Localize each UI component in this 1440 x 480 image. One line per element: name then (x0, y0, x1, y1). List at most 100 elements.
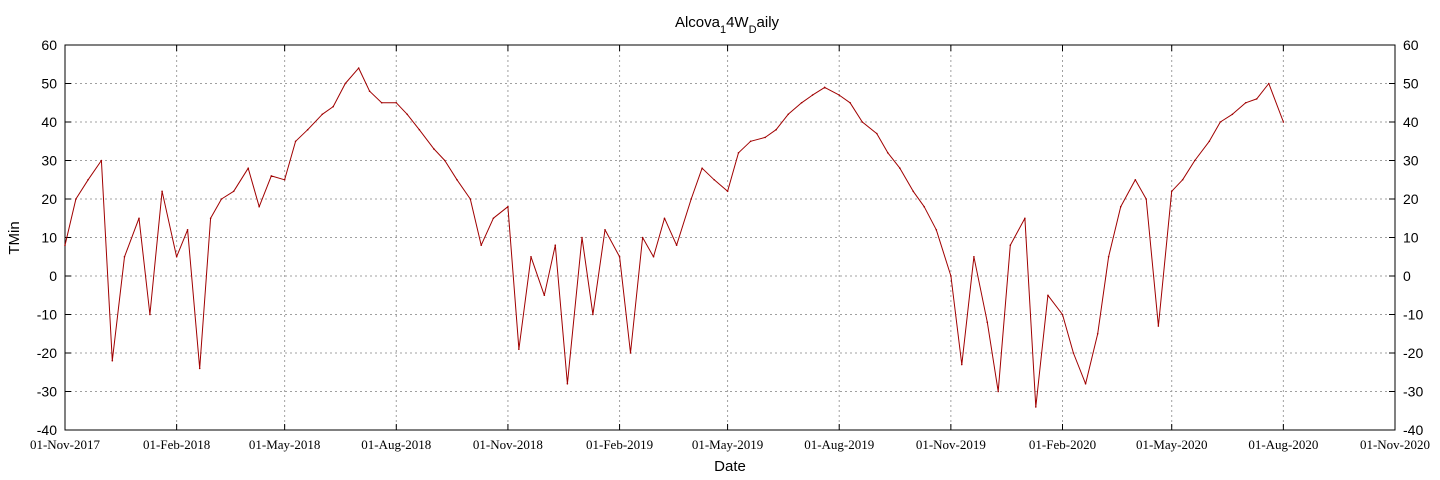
series-line (64, 67, 1284, 408)
x-tick-label: 01-Nov-2018 (473, 437, 543, 452)
data-point (652, 255, 655, 258)
x-tick-label: 01-May-2020 (1136, 437, 1208, 452)
x-tick-label: 01-Aug-2018 (361, 437, 431, 452)
data-point (629, 352, 632, 354)
data-point (433, 148, 435, 150)
data-point (960, 363, 963, 366)
chart-title: Alcova14WDaily (675, 14, 780, 36)
data-point (530, 255, 532, 258)
y-tick-label-right: -40 (1403, 422, 1423, 438)
data-point (1244, 101, 1247, 104)
data-point (690, 198, 692, 200)
data-point (258, 205, 260, 208)
data-point (1208, 140, 1211, 143)
data-point (247, 167, 250, 169)
data-point (232, 190, 235, 193)
data-point (1231, 113, 1234, 116)
data-point (480, 244, 483, 246)
data-point (321, 113, 324, 116)
data-point (800, 101, 803, 104)
data-point (1181, 178, 1184, 181)
data-point (418, 128, 421, 131)
x-tick-label: 01-Aug-2020 (1248, 437, 1318, 452)
data-point (1255, 98, 1258, 100)
data-point (923, 205, 925, 208)
data-point (406, 113, 409, 116)
data-point (186, 229, 189, 231)
y-tick-label-right: 30 (1403, 153, 1419, 169)
y-tick-label-left: -20 (37, 345, 57, 361)
data-point (764, 136, 766, 139)
data-point (554, 244, 557, 246)
data-point (663, 217, 666, 220)
grid-lines (65, 45, 1395, 430)
data-point (950, 275, 952, 277)
data-point (469, 198, 472, 200)
data-point (1096, 332, 1099, 335)
y-tick-label-left: 0 (49, 268, 57, 284)
x-tick-label: 01-May-2019 (692, 437, 764, 452)
y-tick-label-left: 50 (41, 76, 57, 92)
data-point (1170, 190, 1173, 193)
data-point (713, 178, 716, 181)
y-tick-label-right: 50 (1403, 76, 1419, 92)
data-point (935, 229, 938, 231)
data-point (618, 255, 621, 258)
data-point (518, 348, 520, 350)
data-point (726, 190, 729, 193)
data-point (737, 152, 740, 154)
data-point (283, 178, 286, 181)
x-tick-label: 01-May-2018 (249, 437, 321, 452)
data-point (701, 167, 703, 169)
x-tick-label: 01-Nov-2019 (916, 437, 986, 452)
data-point (1107, 255, 1110, 258)
y-tick-label-left: -40 (37, 422, 57, 438)
data-point (543, 294, 546, 297)
y-tick-label-right: -20 (1403, 345, 1423, 361)
data-point (100, 159, 103, 162)
axis-ticks: -40 -40 -30 -30 -20 -20 -10 -10 0 0 10 10 20 20 30 30 40… (30, 37, 1430, 452)
data-point (332, 105, 334, 108)
data-point (380, 101, 383, 104)
data-point (581, 236, 583, 239)
data-point (997, 390, 999, 393)
data-point (1134, 178, 1137, 181)
data-point (306, 128, 309, 131)
data-point (973, 255, 975, 258)
data-point (787, 113, 790, 116)
data-point (749, 140, 752, 143)
data-point (775, 128, 777, 131)
y-tick-label-left: 60 (41, 37, 57, 53)
data-point (592, 313, 594, 316)
data-point (899, 167, 901, 169)
data-point (456, 178, 458, 181)
data-point (1047, 294, 1049, 297)
data-point (1145, 198, 1148, 200)
data-point (344, 82, 347, 85)
data-point (111, 359, 114, 362)
data-point (675, 244, 678, 246)
data-point (64, 244, 66, 246)
data-point (811, 94, 814, 96)
data-point (161, 190, 163, 193)
y-tick-label-right: 0 (1403, 268, 1411, 284)
data-point (507, 205, 509, 208)
y-tick-label-right: 40 (1403, 114, 1419, 130)
data-point (1035, 406, 1037, 408)
data-point (395, 101, 398, 104)
data-point (294, 140, 297, 143)
data-point (1267, 82, 1270, 85)
data-point (368, 90, 371, 92)
x-tick-label: 01-Feb-2019 (586, 437, 653, 452)
data-point (912, 190, 915, 193)
x-tick-label: 01-Feb-2018 (143, 437, 210, 452)
data-point (838, 94, 841, 96)
x-tick-label: 01-Nov-2020 (1360, 437, 1430, 452)
y-tick-label-left: 20 (41, 191, 57, 207)
data-point (1061, 313, 1064, 316)
x-tick-label: 01-Nov-2017 (30, 437, 101, 452)
data-point (75, 198, 77, 200)
data-point (492, 217, 495, 220)
y-tick-label-left: -30 (37, 384, 57, 400)
y-tick-label-left: -10 (37, 307, 57, 323)
